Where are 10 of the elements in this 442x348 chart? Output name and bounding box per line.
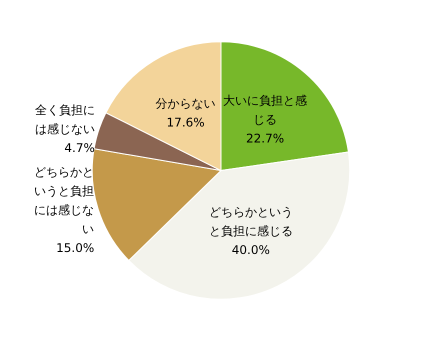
slice-label: どちらかというと負担に感じる — [208, 204, 293, 238]
data-label: 40.0% — [232, 242, 270, 257]
slice-label: どちらかというと負担には感じない — [34, 164, 94, 236]
data-label: 22.7% — [246, 132, 284, 146]
data-label: 15.0% — [56, 240, 94, 255]
slice-label: 全く負担には感じない — [34, 103, 95, 136]
slice-label: 大いに負担と感じる — [223, 94, 308, 127]
slice-label: 分からない — [156, 96, 216, 111]
data-label: 17.6% — [166, 116, 205, 130]
data-label: 4.7% — [64, 141, 95, 156]
